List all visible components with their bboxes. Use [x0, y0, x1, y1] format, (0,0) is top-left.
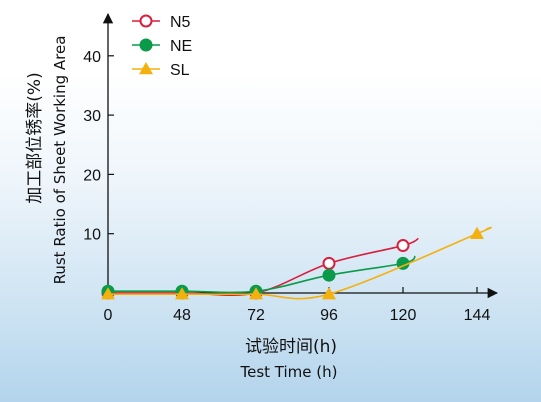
data-point-sl [101, 287, 115, 300]
data-point-sl [322, 287, 336, 300]
legend-label-ne: NE [170, 38, 192, 55]
x-axis-title-en: Test Time (h) [240, 363, 338, 381]
x-tick-label: 72 [247, 307, 265, 324]
legend-entry-n5: N5 [132, 14, 191, 31]
y-axis-title-cn: 加工部位锈率(%) [25, 72, 45, 203]
legend-label-sl: SL [170, 62, 190, 79]
legend-marker-n5 [139, 14, 153, 28]
y-tick-label: 30 [83, 108, 101, 125]
series-line-n5 [107, 237, 419, 296]
x-tick-label: 120 [390, 307, 417, 324]
y-tick-label: 40 [83, 49, 101, 66]
series-sl [101, 226, 492, 300]
y-tick-label: 10 [83, 227, 101, 244]
x-axis-title-cn: 试验时间(h) [245, 337, 337, 357]
x-tick-label: 144 [464, 307, 491, 324]
legend-marker-ne [139, 38, 153, 52]
series-line-sl [107, 226, 492, 300]
x-tick-label: 96 [320, 307, 338, 324]
series-line-ne [107, 255, 416, 294]
series-ne [101, 255, 416, 298]
data-point-sl [249, 287, 263, 300]
x-tick-label: 0 [104, 307, 113, 324]
data-point-n5 [322, 256, 336, 270]
y-tick-label: 20 [83, 167, 101, 184]
legend-marker-sl [139, 62, 153, 75]
data-point-ne [322, 268, 336, 282]
legend-label-n5: N5 [170, 14, 191, 31]
data-point-n5 [396, 239, 410, 253]
legend-entry-sl: SL [132, 62, 190, 79]
x-tick-label: 48 [173, 307, 191, 324]
legend-entry-ne: NE [132, 38, 192, 55]
data-point-sl [175, 287, 189, 300]
data-point-sl [470, 226, 484, 239]
y-axis-title-en: Rust Ratio of Sheet Working Area [51, 36, 69, 285]
